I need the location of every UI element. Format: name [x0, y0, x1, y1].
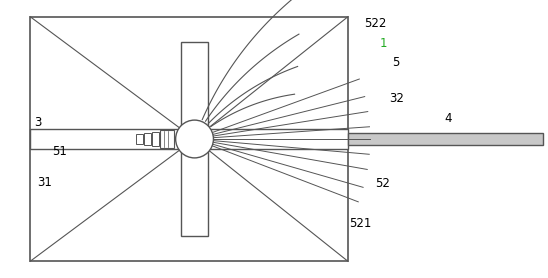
Text: 1: 1 [380, 37, 387, 49]
Bar [152, 132, 158, 146]
Text: 31: 31 [37, 176, 52, 188]
Text: 51: 51 [52, 145, 67, 158]
Text: 521: 521 [350, 217, 372, 230]
Text: 522: 522 [364, 17, 387, 30]
Text: 52: 52 [375, 177, 390, 190]
Bar [144, 133, 151, 145]
Text: 3: 3 [34, 116, 41, 129]
Bar [136, 134, 142, 144]
Bar [30, 128, 348, 150]
Bar [159, 130, 174, 148]
Bar [348, 133, 543, 145]
Text: 4: 4 [444, 112, 452, 125]
Bar [181, 42, 208, 236]
Text: 32: 32 [389, 92, 404, 105]
Bar [30, 17, 348, 261]
Text: 5: 5 [392, 56, 399, 69]
Circle shape [176, 120, 213, 158]
